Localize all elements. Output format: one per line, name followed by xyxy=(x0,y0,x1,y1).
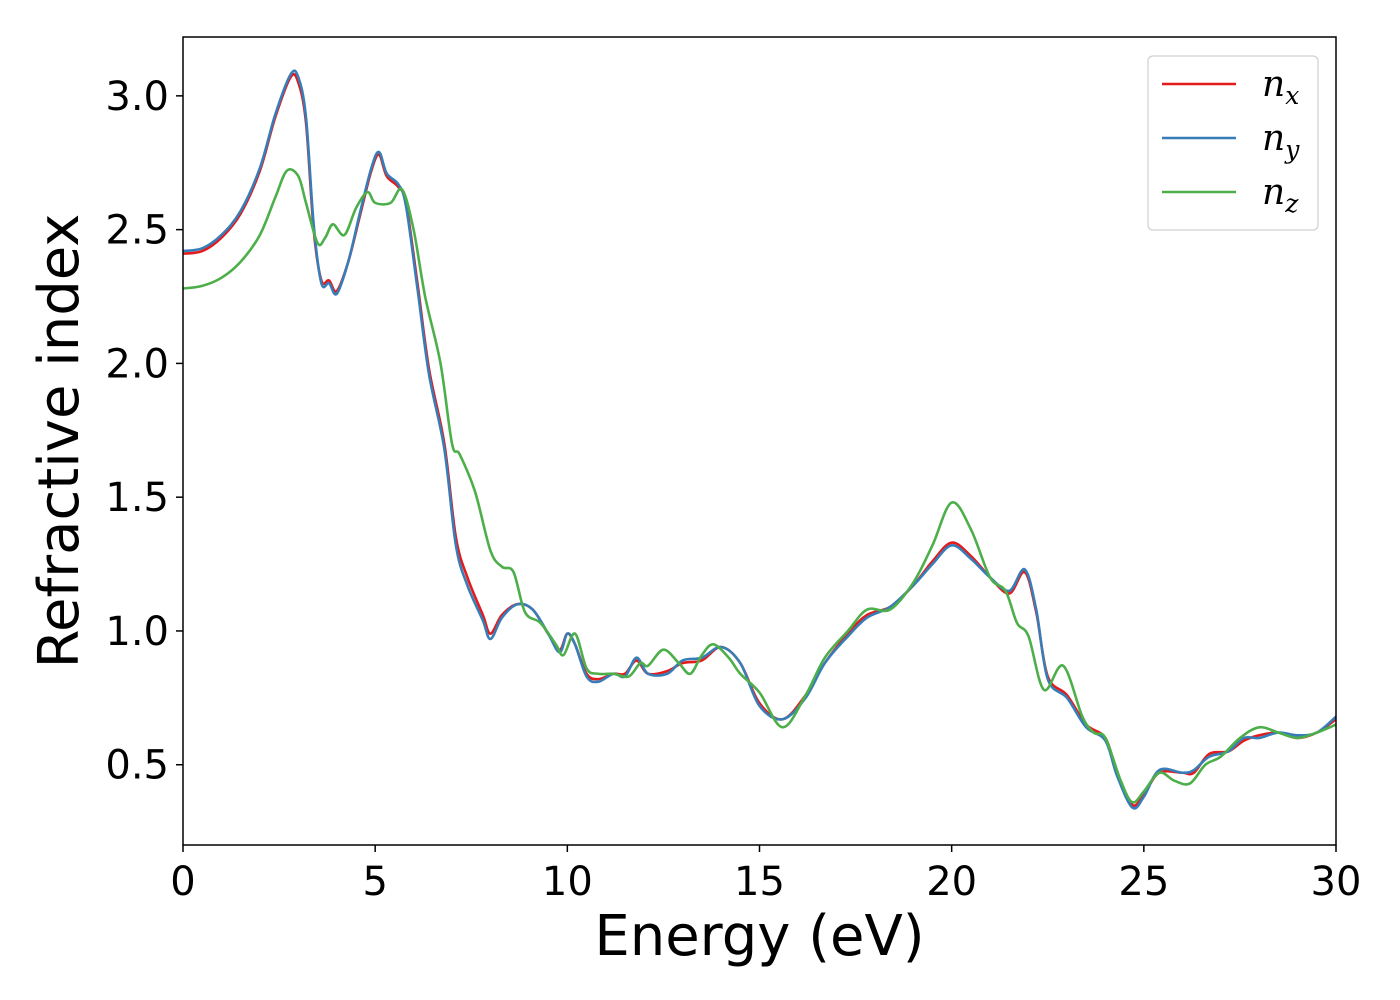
legend-box xyxy=(1147,55,1319,231)
x-axis-ticks: 0 5 10 15 20 25 30 xyxy=(170,845,1361,905)
y-axis-ticks: 0.5 1.0 1.5 2.0 2.5 3.0 xyxy=(105,74,183,789)
x-tick-label: 5 xyxy=(362,859,387,905)
legend-label-nz: nz xyxy=(1262,172,1299,218)
x-tick-label: 30 xyxy=(1311,859,1362,905)
y-tick-label: 0.5 xyxy=(105,743,169,789)
y-tick-label: 2.0 xyxy=(105,341,169,387)
series-layer xyxy=(183,69,1336,810)
legend-label-nx: nx xyxy=(1262,64,1299,110)
y-tick-label: 1.5 xyxy=(105,475,169,521)
series-line-nz xyxy=(183,168,1336,804)
x-tick-label: 0 xyxy=(170,859,195,905)
y-tick-label: 3.0 xyxy=(105,74,169,120)
y-axis-label: Refractive index xyxy=(27,214,92,669)
legend-label-ny: ny xyxy=(1262,118,1300,164)
y-tick-label: 1.0 xyxy=(105,609,169,655)
x-tick-label: 15 xyxy=(734,859,785,905)
legend: nx ny nz xyxy=(1147,55,1319,231)
x-tick-label: 25 xyxy=(1118,859,1169,905)
y-tick-label: 2.5 xyxy=(105,208,169,254)
series-line-ny xyxy=(183,69,1336,810)
x-axis-label: Energy (eV) xyxy=(594,904,924,969)
x-tick-label: 10 xyxy=(542,859,593,905)
x-tick-label: 20 xyxy=(926,859,977,905)
